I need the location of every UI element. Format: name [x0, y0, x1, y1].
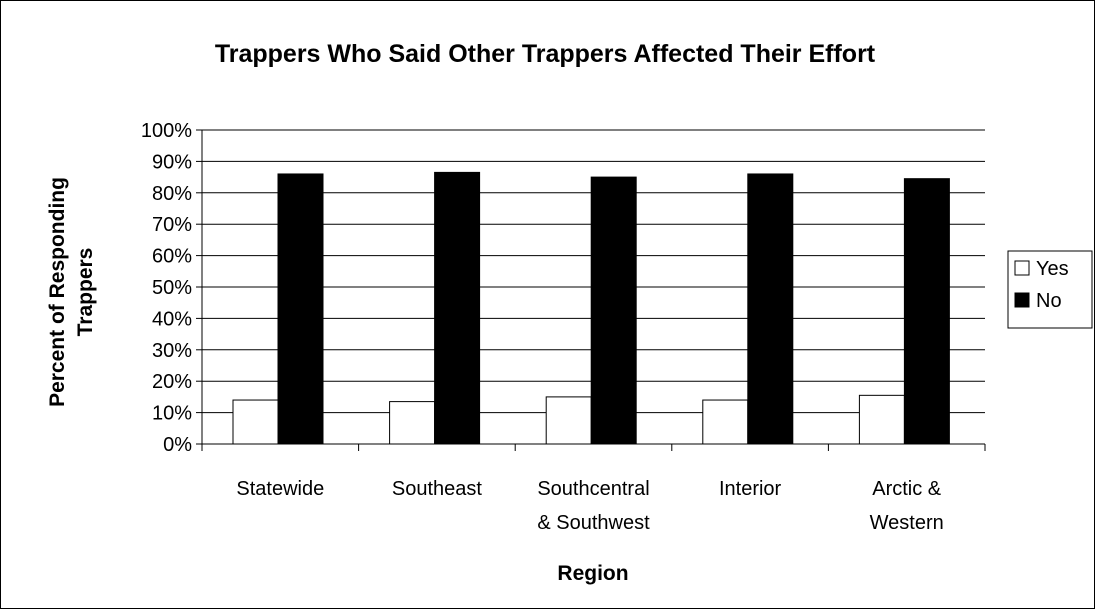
- y-tick-label: 60%: [152, 246, 192, 268]
- y-axis-title: Percent of Responding Trappers: [46, 177, 97, 407]
- bar-yes: [389, 401, 436, 445]
- y-axis-ticks: 0% 10% 20% 30% 40% 50% 60% 70% 80% 90% 100%: [141, 120, 202, 456]
- x-category-label: Southcentral & Southwest: [537, 478, 650, 534]
- bar-yes: [702, 399, 749, 445]
- bar-yes: [232, 399, 279, 445]
- gridlines: [202, 129, 985, 414]
- chart-title: Trappers Who Said Other Trappers Affecte…: [215, 40, 876, 68]
- y-tick-label: 0%: [163, 434, 192, 456]
- bar-no: [903, 178, 950, 445]
- y-tick-label: 10%: [152, 403, 192, 425]
- bar-no: [434, 171, 481, 445]
- legend-swatch-yes: [1014, 260, 1030, 276]
- y-tick-label: 100%: [141, 120, 192, 142]
- bar-no: [590, 176, 637, 445]
- x-axis-categories: Statewide Southeast Southcentral & Southwes…: [236, 478, 943, 534]
- y-tick-label: 80%: [152, 183, 192, 205]
- x-axis-title: Region: [557, 562, 628, 585]
- y-tick-label: 40%: [152, 308, 192, 330]
- bar-no: [747, 173, 794, 445]
- bars: [232, 171, 950, 445]
- x-category-label: Interior: [719, 478, 782, 500]
- bar-yes: [545, 396, 592, 445]
- y-tick-label: 90%: [152, 151, 192, 173]
- x-category-label: Southeast: [392, 478, 483, 500]
- y-tick-label: 50%: [152, 277, 192, 299]
- x-category-label: Statewide: [236, 478, 324, 500]
- legend: Yes No: [1007, 250, 1093, 329]
- bar-no: [277, 173, 324, 445]
- y-tick-label: 70%: [152, 214, 192, 236]
- x-category-label: Arctic & Western: [870, 478, 944, 534]
- y-tick-label: 20%: [152, 371, 192, 393]
- bar-yes: [858, 394, 905, 445]
- axes: [201, 130, 986, 451]
- legend-label-yes: Yes: [1036, 258, 1069, 280]
- legend-swatch-no: [1014, 292, 1030, 308]
- legend-label-no: No: [1036, 290, 1062, 312]
- y-tick-label: 30%: [152, 340, 192, 362]
